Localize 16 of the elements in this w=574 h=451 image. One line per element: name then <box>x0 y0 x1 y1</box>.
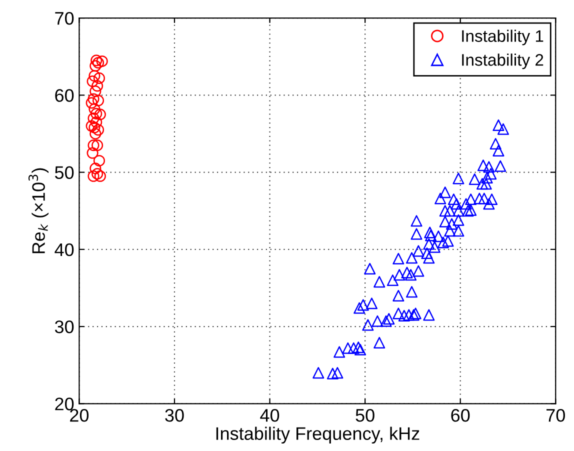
x-tick-label: 70 <box>546 408 565 422</box>
x-tick-label: 30 <box>165 408 184 422</box>
y-tick-label: 60 <box>55 89 74 102</box>
legend-label: Instability 1 <box>462 30 544 46</box>
y-axis-title: Re$_{k}$ (×10$^{3}$) <box>28 168 49 254</box>
x-tick-label: 50 <box>356 408 374 422</box>
x-tick-label: 40 <box>260 408 280 422</box>
x-tick-label: 20 <box>70 408 89 422</box>
legend-label: Instability 2 <box>462 54 544 70</box>
y-tick-label: 70 <box>55 12 74 25</box>
y-tick-label: 40 <box>54 243 74 256</box>
x-tick-label: 60 <box>451 408 470 422</box>
y-tick-label: 30 <box>54 320 74 334</box>
y-tick-label: 50 <box>54 166 74 179</box>
y-tick-label: 20 <box>55 398 74 410</box>
x-axis-title: Instability Frequency, kHz <box>216 426 420 444</box>
